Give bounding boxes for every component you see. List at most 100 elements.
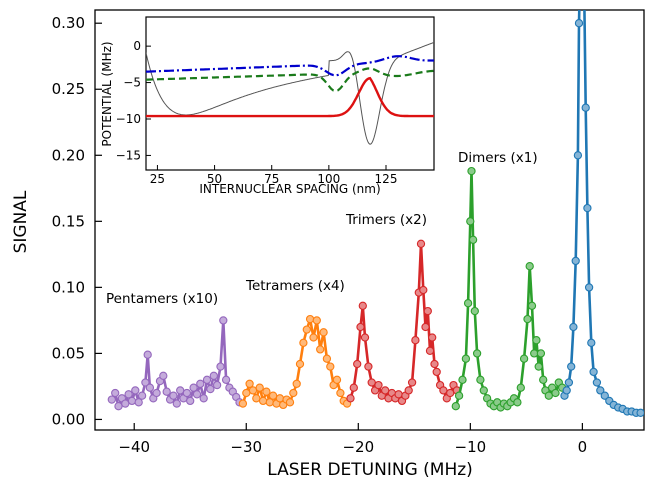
- inset-axis-ticks: 25 50 75 100 125 −15 −10 −5 0: [116, 39, 398, 186]
- y-tick-label: 0.15: [52, 212, 85, 230]
- inset-y-tick-label: −5: [123, 76, 141, 90]
- data-point: [562, 386, 571, 395]
- data-point: [411, 336, 420, 345]
- data-point: [305, 314, 315, 324]
- data-point: [571, 256, 580, 266]
- data-point: [592, 378, 602, 387]
- data-point: [252, 394, 261, 403]
- x-tick-label: −30: [230, 438, 262, 456]
- data-point: [532, 336, 541, 345]
- data-point: [202, 375, 212, 384]
- data-point: [322, 354, 332, 363]
- data-point: [466, 217, 475, 226]
- data-point: [472, 349, 482, 358]
- inset-y-tick-label: −15: [116, 148, 141, 162]
- data-point: [111, 388, 120, 398]
- data-point: [581, 103, 590, 112]
- data-point: [182, 388, 192, 398]
- data-point: [242, 388, 251, 398]
- data-point: [145, 383, 155, 392]
- data-point: [309, 333, 318, 342]
- data-point: [468, 235, 478, 244]
- series-1: [238, 314, 352, 410]
- data-point: [584, 283, 594, 292]
- annotation-tetramers: Tetramers (x4): [245, 278, 345, 294]
- data-point: [470, 306, 479, 316]
- data-point: [137, 391, 147, 400]
- data-point: [573, 151, 583, 160]
- main-series-group: [107, 10, 644, 417]
- data-point: [238, 399, 248, 408]
- data-point: [186, 396, 195, 406]
- inset-x-tick-label: 25: [150, 172, 165, 186]
- data-point: [539, 375, 548, 384]
- data-point: [206, 384, 215, 394]
- data-point: [536, 349, 546, 358]
- data-point: [268, 391, 278, 400]
- data-point: [446, 388, 455, 398]
- data-point: [567, 362, 576, 371]
- inset-curve-oscillating: [146, 41, 434, 145]
- data-point: [421, 322, 430, 332]
- data-point: [209, 371, 218, 380]
- data-point: [425, 346, 435, 355]
- data-point: [162, 387, 171, 396]
- data-point: [636, 408, 644, 417]
- inset-x-tick-label: 125: [375, 172, 398, 186]
- data-point: [192, 390, 202, 399]
- data-point: [336, 388, 345, 398]
- data-point: [463, 299, 473, 308]
- y-axis-label: SIGNAL: [11, 190, 31, 253]
- data-point: [454, 391, 464, 400]
- data-point: [302, 325, 311, 334]
- main-axis-ticks: −40 −30 −20 −10 0 0.00 0.05 0.10 0.15 0.20 0.25 0.3…: [52, 14, 588, 456]
- data-point: [346, 394, 355, 403]
- data-point: [143, 350, 152, 359]
- data-point: [131, 386, 140, 395]
- data-point: [458, 375, 467, 384]
- data-point: [248, 386, 258, 395]
- data-point: [265, 398, 274, 407]
- data-point: [212, 380, 222, 390]
- data-point: [114, 402, 123, 411]
- data-point: [312, 316, 321, 325]
- data-point: [349, 383, 358, 392]
- data-point: [551, 388, 560, 398]
- data-point: [107, 395, 116, 404]
- data-point: [121, 399, 130, 408]
- y-tick-label: 0.30: [52, 14, 85, 32]
- y-tick-label: 0.10: [52, 278, 85, 296]
- data-point: [364, 362, 373, 371]
- data-point: [169, 391, 178, 400]
- data-point: [124, 390, 133, 399]
- data-point: [285, 398, 295, 407]
- data-point: [513, 398, 522, 407]
- data-point: [476, 375, 485, 384]
- data-point: [583, 203, 592, 213]
- data-point: [219, 316, 228, 325]
- data-point: [564, 378, 574, 387]
- data-point: [356, 322, 365, 332]
- data-point: [439, 386, 448, 395]
- data-point: [332, 375, 342, 384]
- data-point: [394, 390, 403, 399]
- data-point: [141, 378, 150, 387]
- series-2: [346, 239, 462, 406]
- data-point: [407, 378, 417, 387]
- data-point: [523, 314, 532, 324]
- series-0: [107, 316, 244, 411]
- y-tick-label: 0.25: [52, 80, 85, 98]
- annotation-dimers: Dimers (x1): [458, 150, 538, 166]
- x-tick-label: 0: [578, 438, 588, 456]
- inset-plot-area: [145, 16, 435, 171]
- data-point: [134, 398, 143, 407]
- data-point: [374, 380, 383, 390]
- inset-y-axis-label: POTENTIAL (MHz): [100, 41, 114, 146]
- data-point: [199, 394, 208, 403]
- inset-x-tick-label: 50: [207, 172, 222, 186]
- data-point: [176, 386, 185, 395]
- data-point: [152, 388, 161, 398]
- y-tick-label: 0.20: [52, 146, 85, 164]
- annotation-trimers: Trimers (x2): [345, 212, 427, 228]
- data-point: [360, 333, 370, 342]
